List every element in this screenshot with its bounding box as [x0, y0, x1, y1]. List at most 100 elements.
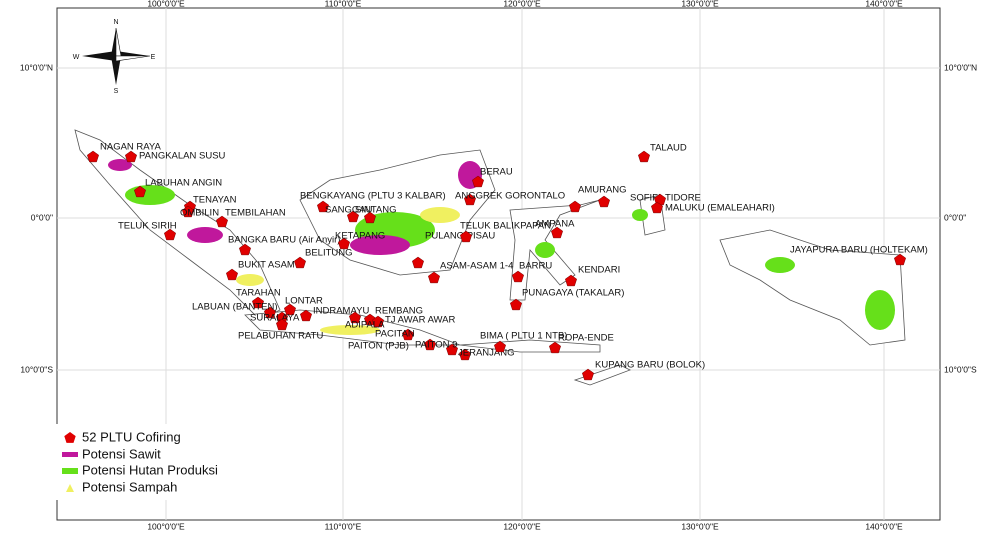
plant-label: ANGGREK GORONTALO [455, 191, 565, 202]
plant-marker [264, 306, 276, 319]
right-axis-label: 0°0'0" [944, 212, 966, 222]
right-axis-label: 10°0'0"N [944, 62, 977, 72]
plant-marker [349, 311, 361, 324]
plant-marker [338, 237, 350, 250]
plant-label: PELABUHAN RATU [238, 331, 323, 342]
plant-marker [894, 253, 906, 266]
plant-marker [582, 368, 594, 381]
plant-label: PANGKALAN SUSU [139, 151, 226, 162]
plant-marker [412, 256, 424, 269]
plant-marker [428, 271, 440, 284]
plant-marker [565, 274, 577, 287]
plant-marker [87, 150, 99, 163]
plant-marker [239, 243, 251, 256]
plant-label: TELUK BALIKPAPAN [460, 221, 551, 232]
plant-marker [460, 230, 472, 243]
plant-marker [134, 185, 146, 198]
plant-label: TEMBILAHAN [225, 208, 286, 219]
plant-label: KETAPANG [335, 231, 385, 242]
plant-marker [125, 150, 137, 163]
compass-letter: S [114, 88, 119, 95]
legend-label: Potensi Hutan Produksi [82, 462, 218, 477]
plant-label: REMBANG [375, 306, 423, 317]
top-axis-label: 120°0'0"E [503, 0, 541, 8]
left-axis-label: 10°0'0"N [20, 62, 53, 72]
plant-label: BANGKA BARU (Air Anyir) [228, 235, 340, 246]
plant-label: KENDARI [578, 265, 620, 276]
plant-marker [424, 338, 436, 351]
legend-label: Potensi Sawit [82, 446, 161, 461]
plant-marker [651, 201, 663, 214]
plant-marker [549, 341, 561, 354]
plant-label: SURALAYA 8 [250, 313, 307, 324]
plant-label: BUKIT ASAM [238, 260, 295, 271]
bottom-axis-label: 100°0'0"E [147, 521, 185, 531]
compass-letter: E [151, 54, 156, 61]
plant-label: AMURANG [578, 185, 627, 196]
compass-letter: W [73, 54, 80, 61]
plant-label: OMBILIN [180, 208, 219, 219]
legend-symbol [64, 432, 76, 443]
plant-label: TJ AWAR AWAR [385, 315, 456, 326]
plant-label: LONTAR [285, 296, 323, 307]
bottom-axis-label: 140°0'0"E [865, 521, 903, 531]
plant-label: PAITON (PJB) [348, 341, 409, 352]
plant-label: PULANG PISAU [425, 231, 495, 242]
plant-marker [459, 348, 471, 361]
plant-marker [510, 298, 522, 311]
plant-marker [638, 150, 650, 163]
plant-marker [317, 200, 329, 213]
plant-marker [276, 318, 288, 331]
plant-marker [294, 256, 306, 269]
left-axis-label: 10°0'0"S [20, 364, 53, 374]
plant-label: SANGGAU [325, 205, 373, 216]
bottom-axis-label: 110°0'0"E [325, 521, 362, 531]
plant-label: ROPA-ENDE [558, 333, 614, 344]
plant-marker [252, 296, 264, 309]
plant-label: LABUHAN ANGIN [145, 178, 222, 189]
plant-label: BIMA ( PLTU 1 NTB) [480, 331, 567, 342]
plant-label: PUNAGAYA (TAKALAR) [522, 288, 624, 299]
legend-label: 52 PLTU Cofiring [82, 429, 181, 444]
plant-label: SINTANG [355, 205, 397, 216]
plant-label: LABUAN (BANTEN) [192, 302, 278, 313]
bottom-axis-label: 130°0'0"E [681, 521, 719, 531]
plant-label: BARRU [519, 261, 552, 272]
plant-label: ASAM-ASAM 1-4 [440, 261, 513, 272]
plant-label: JERANJANG [458, 348, 514, 359]
plant-label: TENAYAN [193, 195, 237, 206]
plant-label: TIDORE [665, 193, 701, 204]
plant-label: BENGKAYANG (PLTU 3 KALBAR) [300, 191, 446, 202]
plant-label: ADIPALA [345, 320, 385, 331]
legend-symbol [62, 468, 78, 474]
plant-label: JAYAPURA BARU (HOLTEKAM) [790, 245, 928, 256]
plant-label: SOFIFI [630, 193, 661, 204]
plant-label: NAGAN RAYA [100, 142, 162, 153]
plant-marker [300, 309, 312, 322]
compass-rose [82, 27, 151, 85]
plant-marker [284, 303, 296, 316]
bottom-axis-label: 120°0'0"E [503, 521, 541, 531]
right-axis-label: 10°0'0"S [944, 364, 977, 374]
plant-label: PACITAN [375, 329, 415, 340]
plant-marker [446, 343, 458, 356]
plant-marker [494, 340, 506, 353]
plant-label: AMPANA [535, 219, 575, 230]
plant-marker [182, 205, 194, 218]
legend-symbol [62, 452, 78, 457]
plant-label: KUPANG BARU (BOLOK) [595, 360, 705, 371]
plant-marker [464, 193, 476, 206]
plant-label: PAITON 9 [415, 340, 457, 351]
plant-marker [512, 270, 524, 283]
left-axis-label: 0°0'0" [31, 212, 53, 222]
plant-marker [598, 195, 610, 208]
legend-box [47, 424, 227, 500]
legend-symbol [66, 484, 74, 492]
plant-marker [372, 315, 384, 328]
plant-label: TALAUD [650, 143, 687, 154]
top-axis-label: 140°0'0"E [865, 0, 903, 8]
plant-marker [569, 200, 581, 213]
top-axis-label: 130°0'0"E [681, 0, 719, 8]
top-axis-label: 110°0'0"E [325, 0, 362, 8]
